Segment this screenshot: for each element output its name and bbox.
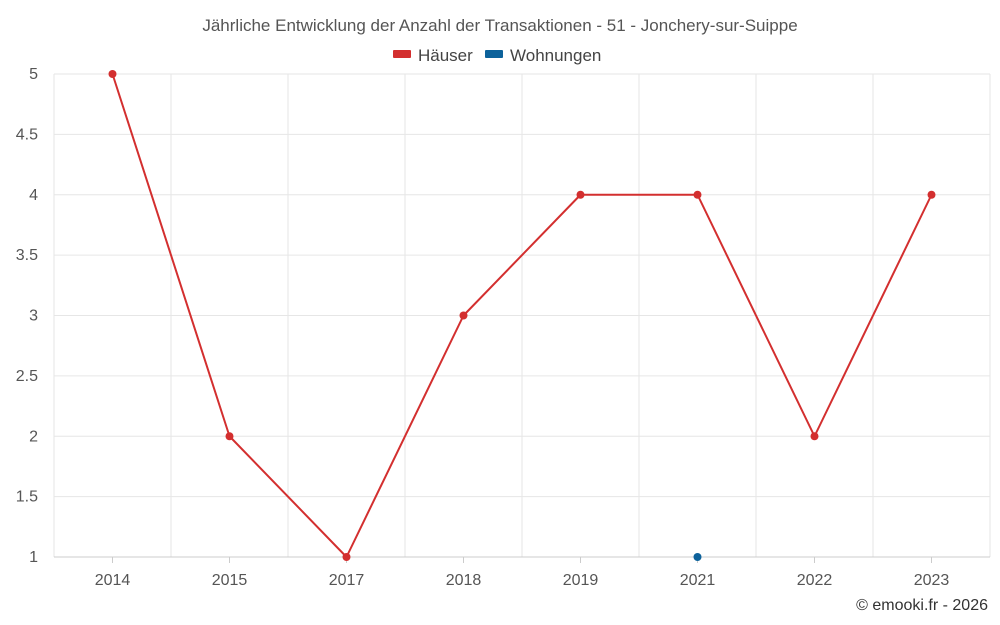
y-tick-label: 3 xyxy=(29,308,38,325)
series-line-haeuser xyxy=(111,73,933,558)
legend-swatch-haeuser xyxy=(393,50,411,58)
x-tick-label: 2018 xyxy=(446,572,482,589)
x-tick-label: 2017 xyxy=(329,572,365,589)
x-tick-label: 2021 xyxy=(680,572,716,589)
x-tick-label: 2015 xyxy=(212,572,248,589)
legend-swatch-wohnungen xyxy=(485,50,503,58)
data-point-wohnungen[interactable] xyxy=(693,553,702,561)
axes: 1 1.5 2 2.5 3 3.5 4 4.5 5 2014 2015 2017 2018 2019 202… xyxy=(16,66,990,589)
legend: Häuser Wohnungen xyxy=(393,46,601,65)
y-tick-label: 1 xyxy=(29,549,38,566)
legend-item-haeuser[interactable]: Häuser xyxy=(393,46,473,65)
data-point-haeuser[interactable] xyxy=(693,190,702,199)
x-tick-label: 2022 xyxy=(797,572,833,589)
data-point-haeuser[interactable] xyxy=(342,553,351,561)
y-tick-label: 4 xyxy=(29,187,38,204)
legend-label-wohnungen: Wohnungen xyxy=(510,46,601,65)
data-point-haeuser[interactable] xyxy=(810,432,819,441)
x-tick-label: 2014 xyxy=(95,572,131,589)
data-point-haeuser[interactable] xyxy=(927,190,936,199)
y-tick-label: 2.5 xyxy=(16,368,38,385)
data-point-haeuser[interactable] xyxy=(108,70,117,78)
data-point-haeuser[interactable] xyxy=(576,190,585,199)
grid xyxy=(53,73,991,558)
y-tick-label: 4.5 xyxy=(16,126,38,143)
legend-item-wohnungen[interactable]: Wohnungen xyxy=(485,46,601,65)
credit-text: © emooki.fr - 2026 xyxy=(856,597,988,614)
chart-title: Jährliche Entwicklung der Anzahl der Tra… xyxy=(202,16,797,35)
x-tick-label: 2019 xyxy=(563,572,599,589)
y-tick-label: 2 xyxy=(29,428,38,445)
y-tick-label: 5 xyxy=(29,66,38,83)
data-point-haeuser[interactable] xyxy=(459,311,468,320)
series xyxy=(108,70,936,561)
data-point-haeuser[interactable] xyxy=(225,432,234,441)
legend-label-haeuser: Häuser xyxy=(418,46,473,65)
x-tick-label: 2023 xyxy=(914,572,950,589)
y-tick-label: 1.5 xyxy=(16,489,38,506)
y-tick-label: 3.5 xyxy=(16,247,38,264)
